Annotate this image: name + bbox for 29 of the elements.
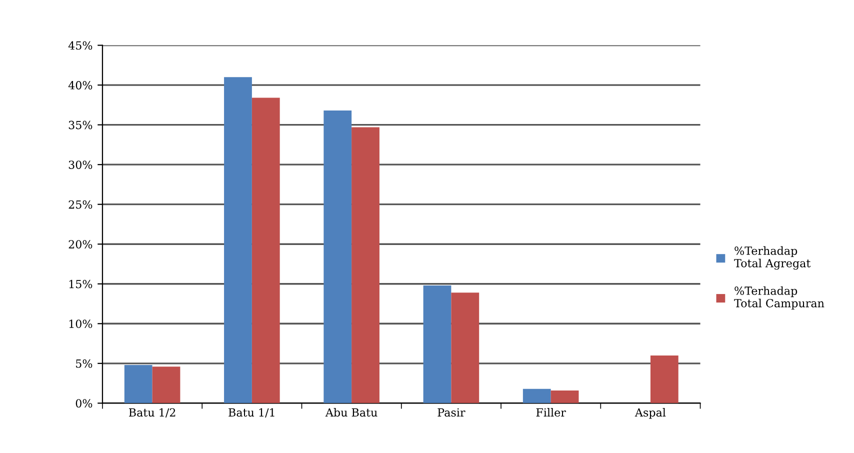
bar [650,355,678,404]
x-tick-label: Batu 1/2 [128,408,176,418]
y-tick-label: 25% [68,200,92,209]
y-tick-label: 5% [76,359,92,368]
bar [352,127,380,404]
x-tick-label: Aspal [634,408,666,419]
y-tick-label: 15% [69,280,92,288]
y-tick-label: 40% [68,81,92,90]
bar [224,77,252,404]
y-tick-label: 30% [68,160,92,169]
bar [423,285,452,404]
bar [124,364,152,404]
legend-label: %Terhadap Total Campuran [734,286,824,310]
x-tick-label: Batu 1/1 [228,408,274,418]
bar [451,292,480,404]
bar [522,388,551,404]
y-tick-label: 0% [76,399,92,408]
y-tick-label: 10% [69,320,92,328]
bar [152,366,180,404]
x-tick-label: Pasir [438,408,466,417]
y-tick-label: 20% [68,240,92,248]
bar [550,390,579,404]
bar [324,110,352,404]
x-tick-label: Filler [536,408,566,417]
y-tick-label: 35% [68,120,92,130]
legend-label: %Terhadap Total Agregat [734,246,811,270]
x-tick-label: Abu Batu [325,408,378,417]
y-tick-label: 45% [68,41,92,50]
bar [252,98,280,404]
